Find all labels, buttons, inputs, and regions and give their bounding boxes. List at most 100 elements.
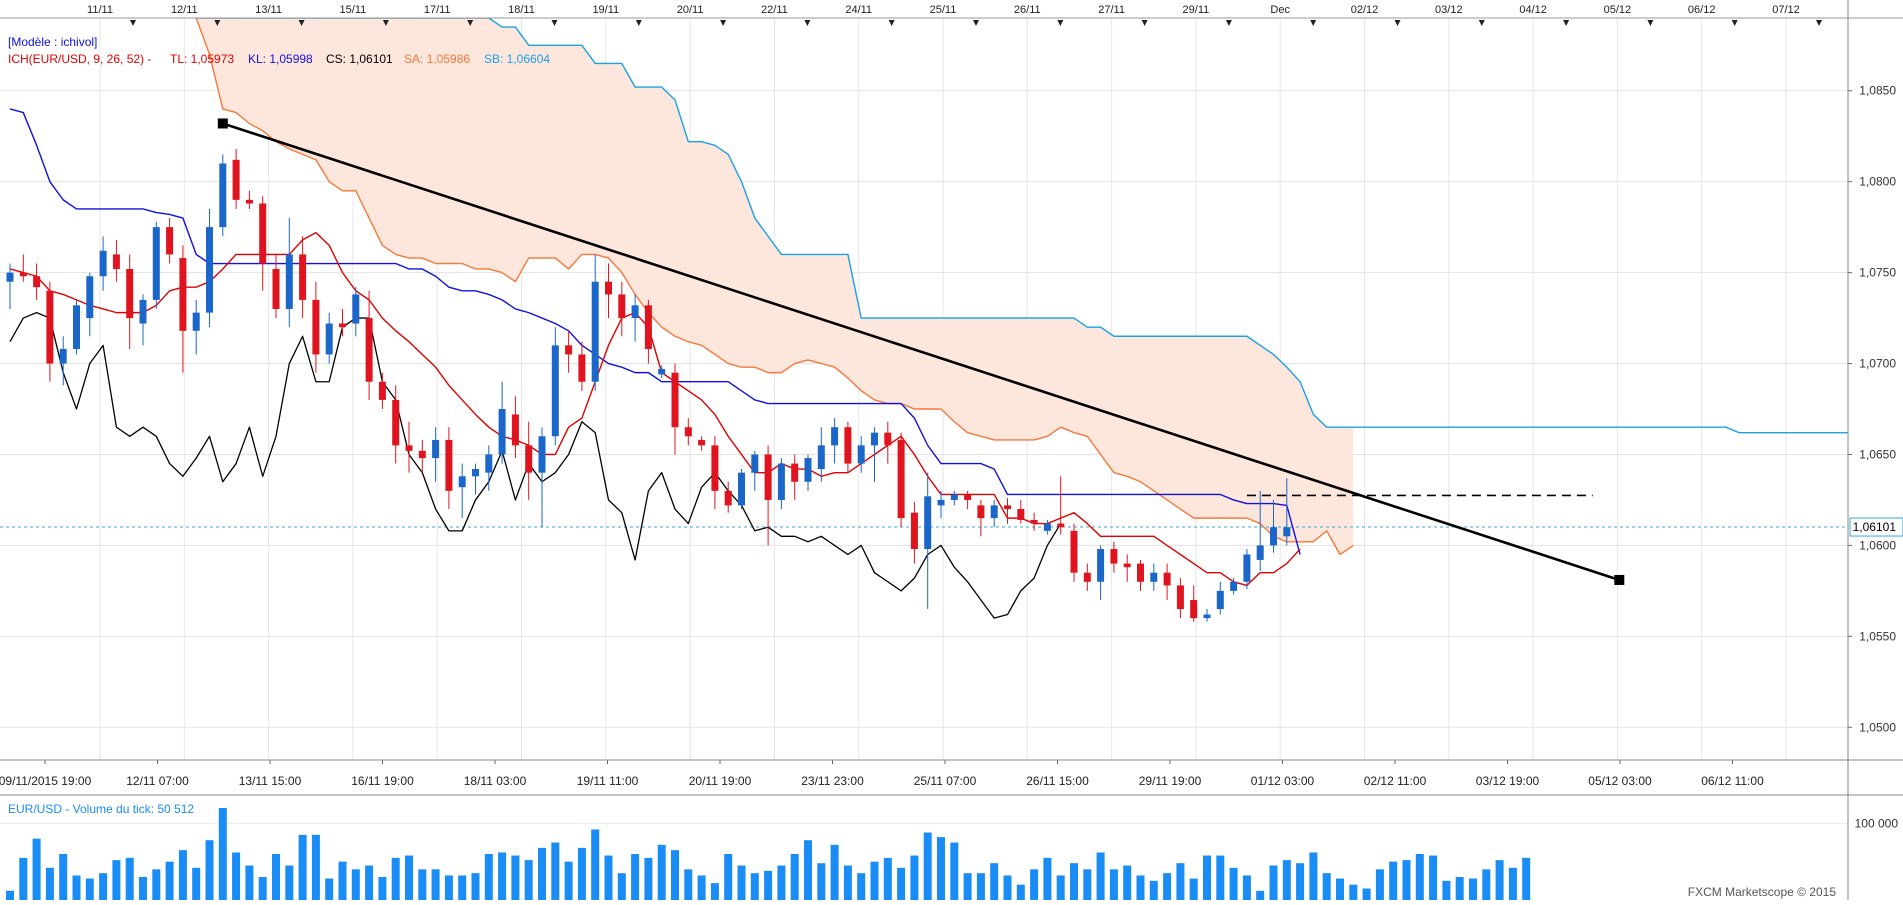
candle — [378, 372, 386, 410]
x-time-label: 05/12 03:00 — [1588, 774, 1652, 788]
candle-body — [644, 305, 652, 349]
candlesticks — [6, 148, 1291, 622]
candle-body — [86, 276, 94, 319]
candle-body — [206, 227, 213, 313]
trendline[interactable] — [222, 122, 1620, 582]
session-marker — [1478, 20, 1485, 26]
volume-bar — [351, 869, 360, 900]
volume-bar — [1282, 860, 1291, 900]
candle-body — [46, 290, 54, 364]
candle-body — [871, 432, 878, 446]
trendline-handle-start[interactable] — [217, 118, 228, 129]
candle-body — [551, 345, 559, 437]
candle — [977, 499, 985, 537]
candle — [86, 272, 94, 337]
candle — [166, 218, 174, 264]
volume-bar — [604, 855, 613, 900]
volume-bar — [1508, 867, 1517, 900]
volume-bar — [1415, 854, 1424, 900]
header-date-label: 18/11 — [508, 4, 535, 16]
session-marker — [1310, 20, 1317, 26]
drawings[interactable] — [217, 118, 1625, 585]
y-tick-label: 1,0500 — [1859, 720, 1896, 734]
x-time-label: 26/11 15:00 — [1026, 774, 1089, 788]
session-marker — [467, 20, 474, 26]
volume-bar — [1123, 865, 1132, 900]
volume-bar — [112, 860, 121, 900]
candle — [312, 281, 320, 373]
candle — [1097, 545, 1105, 600]
candle — [605, 263, 612, 319]
y-tick-label: 1,0850 — [1859, 84, 1896, 98]
volume-bar — [285, 865, 294, 900]
volume-bar — [1216, 855, 1225, 900]
candle — [1110, 541, 1118, 573]
candle — [1137, 559, 1144, 591]
candle — [1043, 519, 1051, 535]
candle-body — [166, 227, 174, 255]
volume-bar — [32, 838, 41, 900]
volume-bars — [6, 808, 1531, 900]
volume-bar — [311, 834, 320, 900]
volume-bar — [192, 867, 201, 900]
x-time-label: 23/11 23:00 — [801, 774, 864, 788]
candle — [831, 418, 839, 464]
volume-bar — [405, 855, 413, 900]
volume-bar — [1296, 863, 1305, 900]
candle-body — [219, 163, 227, 228]
labels: [Modèle : ichivol] ICH(EUR/USD, 9, 26, 5… — [8, 35, 1836, 899]
time-axis-bg — [0, 763, 1848, 791]
volume-bar — [710, 883, 719, 900]
candle — [232, 148, 240, 209]
candle — [764, 445, 772, 546]
session-marker — [1731, 20, 1738, 26]
legend-ich: ICH(EUR/USD, 9, 26, 52) - — [8, 52, 151, 66]
candle-body — [631, 305, 639, 319]
candle — [1243, 549, 1251, 590]
header-date-label: 27/11 — [1098, 4, 1125, 16]
candle — [472, 463, 479, 495]
x-time-label: 12/11 07:00 — [126, 774, 189, 788]
trendline-handle-end[interactable] — [1614, 574, 1625, 585]
volume-bar — [1043, 857, 1052, 900]
candle — [1190, 585, 1198, 622]
candle — [99, 236, 107, 291]
candle — [844, 421, 852, 473]
candle-body — [458, 476, 466, 488]
candle — [1283, 478, 1291, 546]
candle-body — [937, 499, 945, 506]
candle-body — [565, 345, 573, 355]
candle — [405, 421, 413, 473]
y-tick-label: 1,0800 — [1859, 175, 1896, 189]
volume-bar — [737, 865, 746, 900]
candle-body — [511, 414, 519, 446]
volume-bar — [631, 854, 640, 900]
candle-body — [352, 294, 360, 324]
volume-tick-label: 100 000 — [1855, 816, 1899, 830]
candle — [152, 221, 160, 309]
candle-body — [405, 445, 413, 451]
header-date-label: 24/11 — [845, 4, 872, 16]
candle — [259, 196, 267, 291]
candle — [1017, 499, 1025, 524]
volume-bar — [418, 869, 427, 900]
candle — [46, 281, 54, 382]
candle-body — [924, 496, 932, 550]
candle — [392, 385, 400, 464]
volume-bar — [950, 842, 959, 900]
volume-bar — [72, 875, 81, 900]
candle-body — [1123, 563, 1131, 568]
y-tick-label: 1,0600 — [1859, 538, 1896, 552]
candle — [990, 499, 998, 528]
legend-kijun: KL: 1,05998 — [248, 52, 313, 66]
candle-body — [964, 494, 972, 500]
candle-body — [1203, 614, 1211, 619]
volume-bar — [1242, 875, 1251, 900]
date-header-bg — [0, 0, 1903, 18]
volume-bar — [684, 869, 693, 900]
candle — [1123, 554, 1131, 582]
volume-bar — [538, 847, 546, 900]
header-date-label: 03/12 — [1435, 4, 1463, 16]
